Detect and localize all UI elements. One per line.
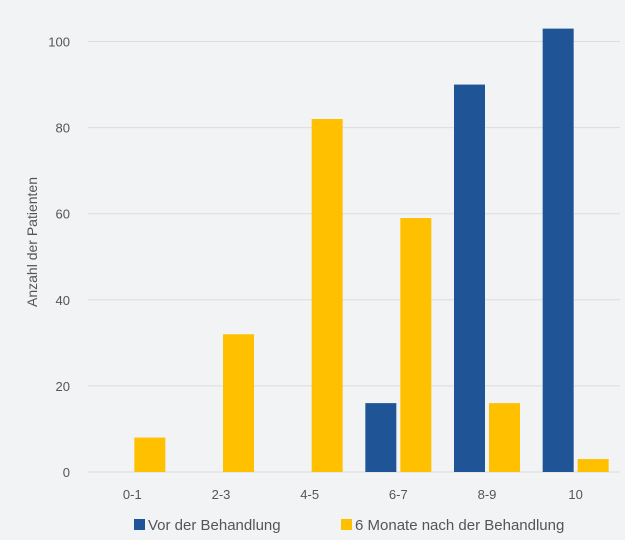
bar-after-10 bbox=[577, 459, 609, 472]
x-axis-ticks: 0-1 2-3 4-5 6-7 8-9 10 bbox=[123, 487, 583, 502]
x-tick-label: 8-9 bbox=[478, 487, 497, 502]
legend-label: Vor der Behandlung bbox=[148, 517, 281, 534]
bar-after-8-9 bbox=[489, 403, 520, 472]
x-tick-label: 2-3 bbox=[212, 487, 231, 502]
y-axis-ticks: 0 20 40 60 80 100 bbox=[48, 35, 70, 480]
bar-before-6-7 bbox=[365, 403, 397, 472]
legend: Vor der Behandlung 6 Monate nach der Beha… bbox=[134, 517, 564, 534]
y-tick-label: 20 bbox=[56, 379, 70, 394]
bar-after-6-7 bbox=[400, 218, 432, 472]
legend-swatch bbox=[134, 519, 145, 530]
bar-after-4-5 bbox=[311, 119, 343, 472]
y-axis-label: Anzahl der Patienten bbox=[24, 177, 40, 307]
bars bbox=[134, 28, 609, 473]
grid bbox=[88, 41, 620, 473]
y-tick-label: 0 bbox=[63, 465, 70, 480]
bar-after-2-3 bbox=[223, 334, 254, 472]
bar-after-0-1 bbox=[134, 437, 166, 472]
y-tick-label: 100 bbox=[48, 35, 70, 50]
bar-before-10 bbox=[542, 28, 574, 472]
y-tick-label: 60 bbox=[56, 207, 70, 222]
y-tick-label: 40 bbox=[56, 293, 70, 308]
x-tick-label: 10 bbox=[568, 487, 582, 502]
bar-before-8-9 bbox=[454, 84, 485, 473]
y-tick-label: 80 bbox=[56, 121, 70, 136]
legend-swatch bbox=[341, 519, 352, 530]
x-tick-label: 4-5 bbox=[300, 487, 319, 502]
x-tick-label: 0-1 bbox=[123, 487, 142, 502]
x-tick-label: 6-7 bbox=[389, 487, 408, 502]
legend-label: 6 Monate nach der Behandlung bbox=[355, 517, 564, 534]
